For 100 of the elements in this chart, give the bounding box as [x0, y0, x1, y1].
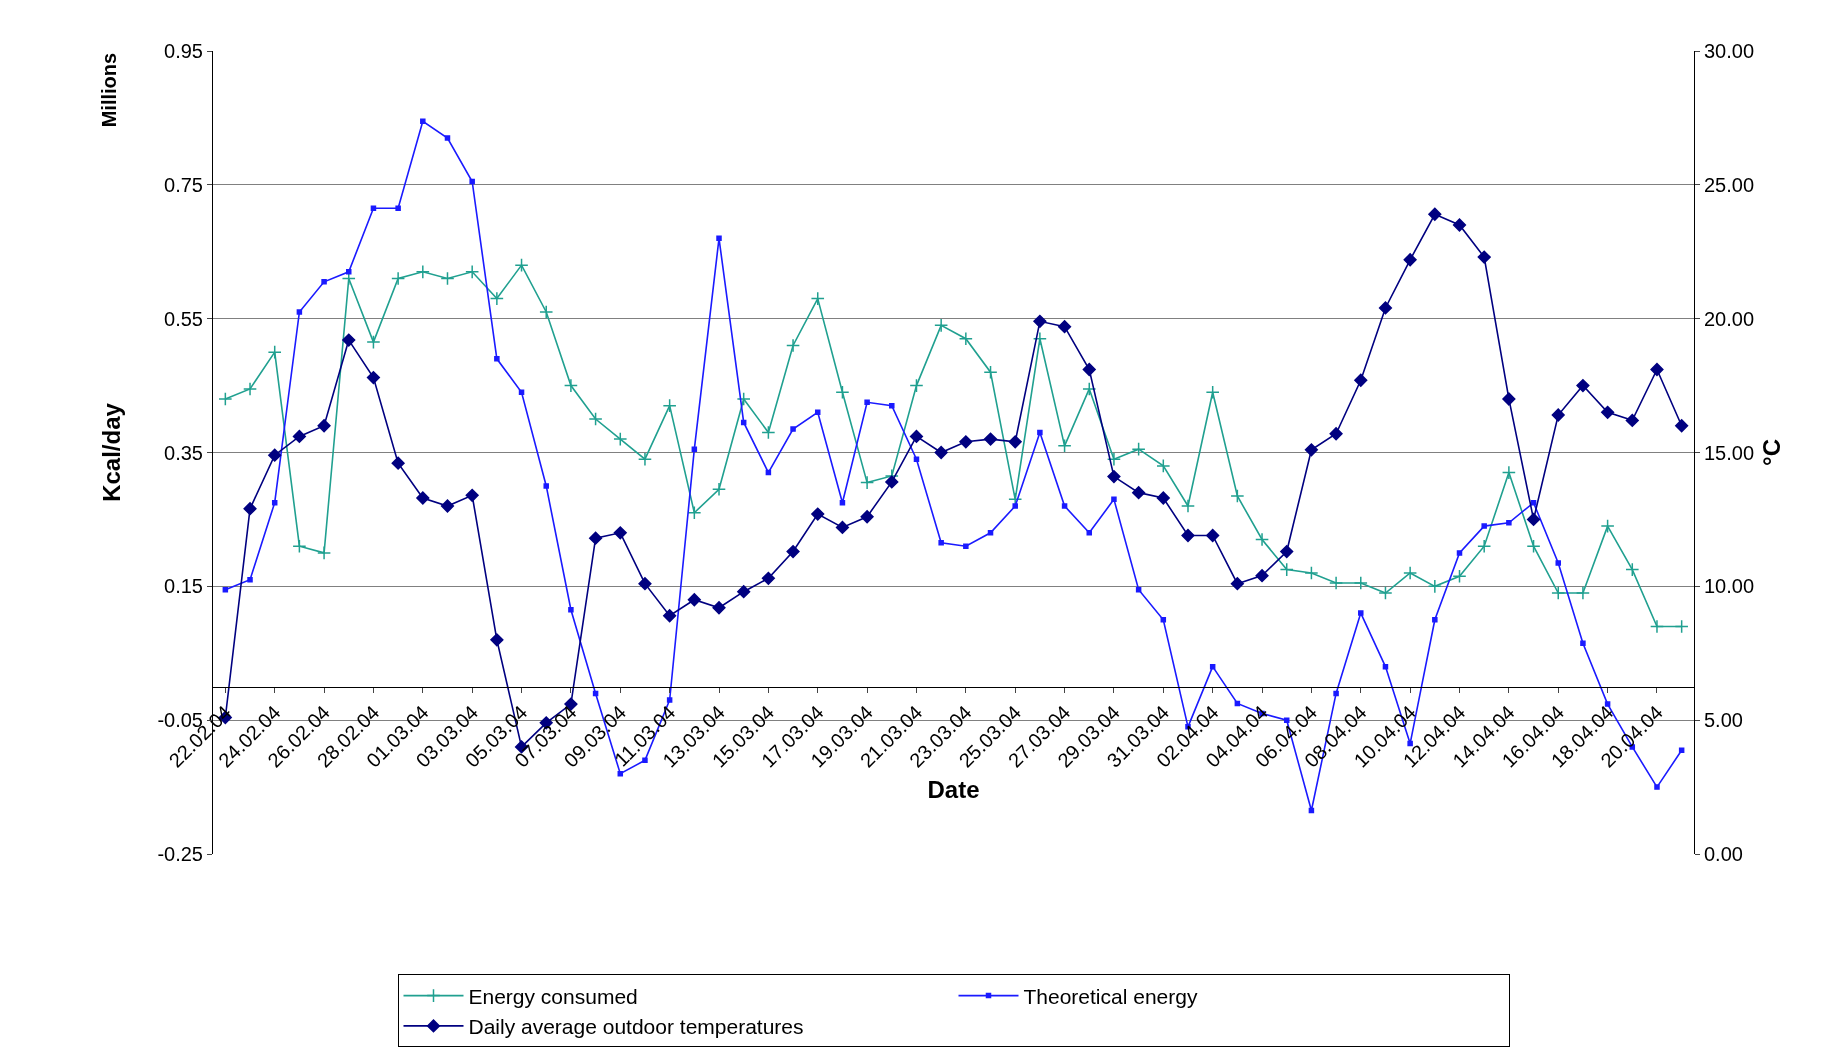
- point: [983, 365, 998, 380]
- y2-tick-label: 5.00: [1704, 709, 1743, 732]
- point: [687, 505, 702, 520]
- point: [835, 385, 850, 400]
- point: [983, 432, 998, 446]
- point: [1477, 250, 1491, 264]
- point: [963, 543, 969, 549]
- point: [786, 338, 801, 353]
- point: [563, 378, 578, 393]
- point: [638, 577, 652, 591]
- point: [613, 432, 628, 447]
- point: [711, 482, 727, 497]
- point: [1403, 565, 1418, 580]
- point: [568, 607, 574, 613]
- y2-tick-label: 15.00: [1704, 441, 1755, 464]
- point: [1502, 392, 1516, 406]
- point: [292, 539, 307, 554]
- y-tick-label: 0.75: [164, 173, 203, 196]
- point: [1576, 378, 1590, 393]
- point: [514, 258, 529, 273]
- point: [1160, 617, 1167, 623]
- point: [1354, 373, 1368, 387]
- point: [790, 426, 796, 432]
- point: [662, 398, 677, 413]
- y-tick-label: 0.35: [164, 441, 203, 464]
- point: [366, 370, 381, 385]
- point: [889, 402, 895, 409]
- point: [1012, 503, 1018, 509]
- point: [218, 391, 233, 407]
- point: [959, 435, 973, 449]
- point: [292, 429, 306, 444]
- point: [391, 456, 405, 470]
- point: [909, 378, 924, 393]
- point: [1601, 405, 1615, 419]
- point: [588, 531, 603, 545]
- point: [444, 135, 451, 141]
- point: [588, 411, 603, 427]
- point: [1428, 207, 1442, 221]
- point: [761, 425, 776, 440]
- point: [1057, 320, 1072, 334]
- point: [987, 530, 994, 536]
- y-tick-label: -0.25: [157, 843, 203, 865]
- point: [864, 399, 870, 406]
- point: [1625, 413, 1639, 427]
- point: [247, 576, 253, 583]
- point: [1403, 253, 1417, 267]
- point: [395, 205, 401, 211]
- point: [465, 488, 479, 502]
- point: [1427, 579, 1442, 594]
- point: [909, 429, 924, 444]
- point: [913, 456, 920, 462]
- y-tick-label: 0.95: [164, 40, 203, 62]
- point: [1353, 575, 1368, 591]
- point: [1649, 619, 1665, 634]
- point: [1654, 784, 1660, 790]
- point: [1280, 544, 1294, 559]
- point: [1082, 362, 1096, 377]
- y2-axis-title: °C: [1758, 439, 1786, 466]
- point: [317, 545, 332, 560]
- point: [420, 118, 426, 125]
- point: [860, 510, 874, 524]
- point: [637, 452, 653, 467]
- y2-tick-label: 30.00: [1704, 40, 1755, 62]
- point: [1230, 488, 1245, 504]
- point: [1304, 443, 1319, 457]
- point: [1131, 442, 1146, 457]
- point: [415, 264, 430, 279]
- point: [1037, 429, 1043, 436]
- point: [1205, 385, 1220, 400]
- y-axis-title: Kcal/day: [97, 402, 125, 502]
- point: [489, 291, 504, 306]
- point: [440, 499, 455, 513]
- point: [1452, 569, 1467, 584]
- point: [1181, 528, 1195, 543]
- point: [268, 448, 282, 462]
- point: [737, 585, 751, 599]
- point: [1481, 523, 1487, 529]
- point: [761, 571, 775, 585]
- y2-tick-label: 0.00: [1704, 843, 1743, 865]
- point: [1432, 617, 1438, 623]
- point: [1304, 565, 1319, 580]
- point: [1456, 550, 1463, 556]
- point: [1206, 528, 1220, 543]
- point: [666, 697, 673, 703]
- point: [1255, 569, 1269, 583]
- point: [835, 520, 850, 535]
- point: [346, 269, 352, 275]
- point: [1329, 427, 1343, 441]
- point: [1230, 577, 1244, 591]
- point: [391, 271, 406, 286]
- point: [934, 445, 948, 460]
- point: [469, 178, 475, 185]
- point: [1650, 362, 1664, 377]
- point: [1008, 435, 1022, 449]
- point: [687, 593, 701, 607]
- point: [786, 544, 800, 559]
- point: [1033, 314, 1047, 328]
- x-axis-title: Date: [927, 775, 980, 803]
- point: [810, 291, 825, 306]
- point: [490, 633, 504, 647]
